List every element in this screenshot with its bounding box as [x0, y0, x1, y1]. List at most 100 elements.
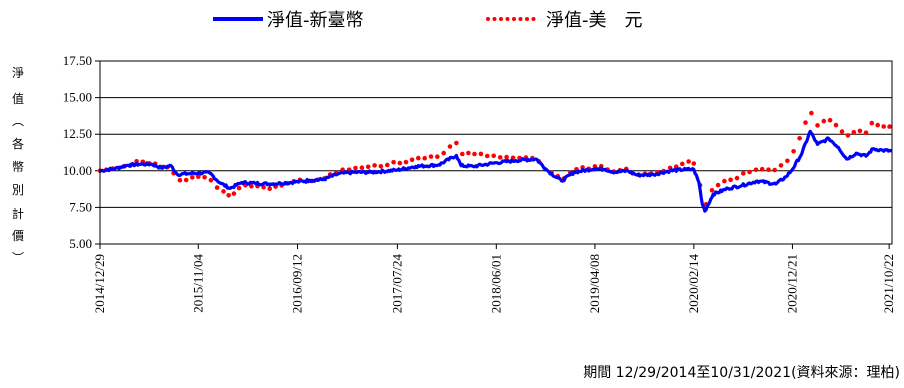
x-tick-labels: 2014/12/29 2015/11/04 2016/09/12 2017/07/24… — [92, 254, 896, 314]
x-tick-label: 2019/04/08 — [587, 254, 602, 313]
series-usd-point — [734, 175, 740, 181]
series-usd-point — [472, 151, 477, 157]
y-axis-label-char: 價 — [12, 229, 24, 243]
series-usd-point — [340, 167, 345, 172]
series-usd-point — [378, 164, 384, 169]
series-usd-point — [851, 129, 857, 135]
series-usd-point — [428, 154, 434, 159]
series-usd-point — [460, 151, 465, 157]
series-usd-point — [887, 124, 892, 129]
series-usd-point — [815, 123, 820, 128]
series-usd-point — [231, 191, 237, 196]
series-usd-point — [772, 167, 777, 173]
series-usd-point — [691, 161, 697, 166]
series-usd-point — [863, 130, 869, 135]
legend-label-usd: 淨值-美 元 — [546, 10, 643, 31]
y-axis-label-char: 淨 — [12, 66, 24, 80]
series-usd-point — [441, 150, 447, 156]
series-usd-point — [821, 118, 827, 124]
y-tick-label: 15.00 — [63, 90, 92, 105]
series-usd-point — [221, 189, 226, 194]
y-tick-label: 7.50 — [69, 199, 92, 214]
series-usd-point — [827, 117, 833, 123]
series-usd-point — [422, 155, 428, 161]
y-tick-label: 17.50 — [63, 53, 92, 68]
series-usd-point — [491, 153, 497, 159]
series-usd-point — [728, 177, 733, 183]
series-usd-point — [809, 110, 814, 116]
series-usd-point — [778, 163, 784, 168]
series-usd-point — [214, 185, 220, 190]
y-axis-label-char: 各 — [12, 136, 24, 151]
series-usd-point — [190, 175, 195, 180]
series-usd-point — [403, 159, 409, 165]
x-tick-label: 2015/11/04 — [190, 254, 205, 313]
x-tick-label: 2017/07/24 — [389, 254, 404, 314]
series-usd-point — [208, 177, 214, 183]
x-tick-label: 2020/12/21 — [784, 254, 799, 313]
series-usd-point — [709, 188, 715, 193]
series-usd-point — [715, 182, 721, 188]
series-usd-point — [875, 122, 880, 128]
series-usd-point — [791, 149, 796, 154]
series-usd-point — [183, 177, 189, 183]
series-usd-point — [497, 155, 503, 160]
series-usd-point — [833, 122, 839, 128]
series-usd-point — [409, 157, 415, 163]
y-axis-label-char: 值 — [12, 91, 24, 106]
series-usd-point — [196, 174, 201, 179]
plot-area-border — [99, 60, 893, 245]
series-usd-point — [680, 161, 685, 167]
legend: 淨值-新臺幣 淨值-美 元 — [213, 10, 643, 31]
series-twd — [99, 129, 893, 213]
series-usd-point — [226, 193, 231, 198]
y-axis-label-char: 幣 — [12, 160, 24, 174]
series-usd-point — [753, 167, 759, 173]
x-tick-label: 2020/02/14 — [686, 254, 701, 314]
series-usd-point — [267, 186, 273, 192]
x-tick-label: 2016/09/12 — [290, 254, 305, 313]
series-twd-line — [99, 129, 893, 213]
series-usd-point — [686, 159, 691, 164]
series-usd-point — [785, 158, 790, 164]
y-tick-label: 10.00 — [63, 163, 92, 178]
legend-label-twd: 淨值-新臺幣 — [267, 10, 364, 31]
series-usd-point — [845, 133, 851, 138]
series-usd-point — [869, 120, 875, 126]
series-usd-point — [466, 150, 471, 156]
series-usd-point — [385, 162, 390, 168]
series-usd-point — [249, 183, 254, 189]
x-tick-label: 2018/06/01 — [488, 254, 503, 313]
series-usd — [97, 110, 892, 207]
series-usd-point — [416, 155, 421, 161]
series-usd-point — [759, 166, 765, 172]
series-usd-point — [365, 164, 371, 170]
series-usd-point — [435, 154, 440, 159]
series-usd-point — [236, 185, 242, 191]
series-usd-point — [447, 144, 453, 149]
series-usd-point — [454, 140, 459, 146]
series-usd-point — [359, 165, 365, 170]
y-axis-label-char: ︵ — [12, 114, 24, 128]
series-usd-point — [797, 136, 802, 141]
y-tick-label: 12.50 — [63, 126, 92, 141]
series-usd-point — [478, 151, 484, 157]
series-usd-point — [391, 159, 396, 165]
y-tick-labels: 5.00 7.50 10.00 12.50 15.00 17.50 — [63, 53, 92, 251]
series-usd-point — [803, 120, 808, 125]
y-axis-label-char: 別 — [12, 183, 24, 197]
x-tick-label: 2021/10/22 — [881, 254, 896, 313]
series-usd-point — [202, 175, 207, 180]
y-tick-label: 5.00 — [69, 236, 92, 251]
series-usd-point — [485, 153, 490, 159]
series-usd-point — [857, 128, 863, 134]
y-axis-label-char: 計 — [12, 206, 24, 221]
series-usd-point — [177, 177, 183, 183]
series-usd-point — [397, 160, 403, 166]
series-usd-point — [881, 124, 886, 129]
series-usd-point — [722, 178, 727, 184]
footnote-period-source: 期間 12/29/2014至10/31/2021(資料來源：理柏) — [583, 365, 900, 381]
y-axis-label-char: ︶ — [12, 251, 24, 265]
